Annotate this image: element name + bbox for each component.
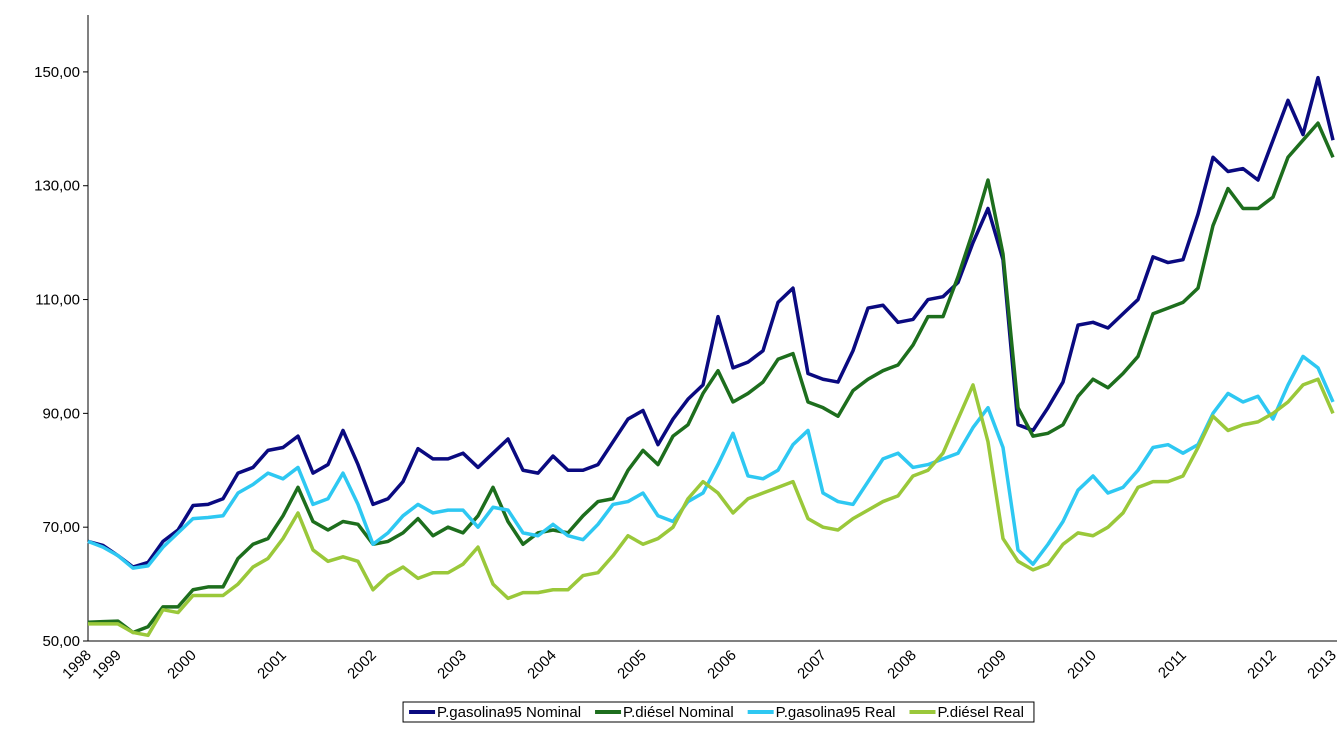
x-tick-label: 2011 — [1155, 647, 1190, 682]
x-tick-label: 2010 — [1064, 647, 1100, 683]
y-tick-label: 130,00 — [34, 178, 80, 195]
x-tick-label: 2004 — [524, 647, 560, 683]
y-tick-label: 90,00 — [42, 405, 80, 422]
x-tick-label: 2012 — [1244, 647, 1280, 683]
legend-box — [402, 701, 1035, 723]
legend-label: P.gasolina95 Nominal — [437, 704, 581, 721]
y-tick-label: 50,00 — [42, 633, 80, 650]
series-line — [88, 377, 1335, 638]
x-tick-label: 2003 — [434, 647, 470, 683]
series-line — [87, 75, 1335, 569]
legend-label: P.gasolina95 Real — [776, 704, 896, 721]
y-tick-label: 150,00 — [34, 64, 80, 81]
x-tick-label: 2006 — [704, 647, 740, 683]
x-tick-label: 1999 — [89, 647, 125, 683]
series-line — [87, 121, 1335, 635]
x-tick-label: 2009 — [974, 647, 1010, 683]
x-tick-label: 1998 — [59, 647, 95, 683]
x-tick-label: 2008 — [884, 647, 920, 683]
x-tick-label: 2000 — [164, 647, 200, 683]
series-line — [87, 354, 1335, 570]
legend-label: P.diésel Real — [938, 704, 1024, 721]
x-tick-label: 2002 — [344, 647, 380, 683]
x-tick-label: 2013 — [1304, 647, 1337, 683]
y-tick-label: 70,00 — [42, 519, 80, 536]
x-tick-label: 2001 — [254, 647, 290, 683]
x-tick-label: 2005 — [614, 647, 650, 683]
x-tick-label: 2007 — [794, 647, 830, 683]
legend: P.gasolina95 Nominal P.diésel Nominal P.ga… — [402, 701, 1035, 723]
y-tick-label: 110,00 — [35, 292, 80, 309]
legend-label: P.diésel Nominal — [623, 704, 734, 721]
